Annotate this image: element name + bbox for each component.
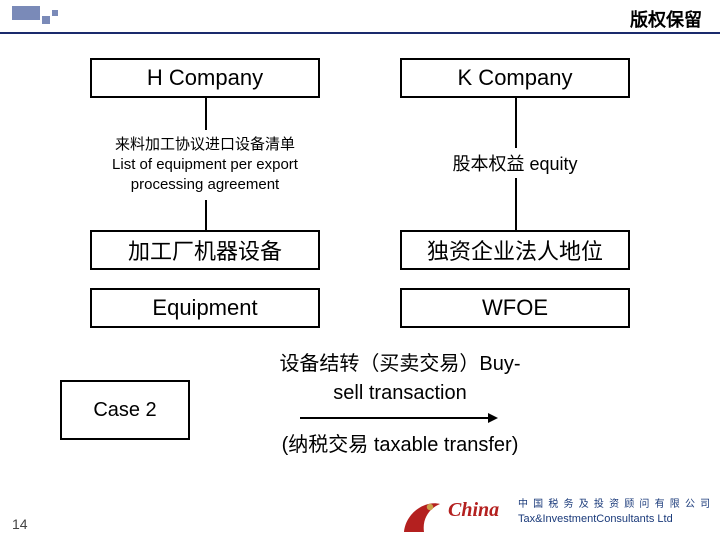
wfoe-cn-box: 独资企业法人地位 [400,230,630,270]
svg-text:Tax&InvestmentConsultants Ltd: Tax&InvestmentConsultants Ltd [518,513,673,525]
header-bullet-icon [12,6,58,25]
wfoe-en-box: WFOE [400,288,630,328]
svg-text:中 国 税 务 及 投 资 顾 问 有 限 公 司: 中 国 税 务 及 投 资 顾 问 有 限 公 司 [518,497,710,510]
center-text-block: 设备结转（买卖交易）Buy- sell transaction [230,350,570,408]
k-company-label: K Company [402,65,628,91]
center-line3-block: (纳税交易 taxable transfer) [230,428,570,457]
case-label: Case 2 [62,399,188,422]
left-mid-line1: 来料加工协议进口设备清单 [80,135,330,155]
left-mid-line2: List of equipment per export [80,155,330,175]
center-line1: 设备结转（买卖交易）Buy- [230,350,570,379]
right-mid-text: 股本权益 equity [400,148,630,178]
equipment-cn-label: 加工厂机器设备 [92,234,318,266]
center-line3: (纳税交易 taxable transfer) [230,428,570,457]
connector [205,200,207,230]
wfoe-en-label: WFOE [402,295,628,321]
copyright-label: 版权保留 [630,6,702,32]
connector [515,178,517,230]
wfoe-cn-label: 独资企业法人地位 [402,234,628,266]
h-company-label: H Company [92,65,318,91]
case-box: Case 2 [60,380,190,440]
left-mid-line3: processing agreement [80,175,330,195]
connector [515,98,517,148]
h-company-box: H Company [90,58,320,98]
slide-header: 版权保留 [0,0,720,34]
k-company-box: K Company [400,58,630,98]
company-logo: China 中 国 税 务 及 投 资 顾 问 有 限 公 司 Tax&Inve… [400,494,710,536]
arrow-icon [300,413,500,423]
connector [205,98,207,130]
equipment-en-label: Equipment [92,295,318,321]
svg-text:China: China [448,499,499,521]
left-mid-text: 来料加工协议进口设备清单 List of equipment per expor… [80,130,330,200]
equipment-cn-box: 加工厂机器设备 [90,230,320,270]
page-number: 14 [12,516,28,532]
center-line2: sell transaction [230,379,570,408]
equity-label: 股本权益 equity [400,150,630,176]
equipment-en-box: Equipment [90,288,320,328]
